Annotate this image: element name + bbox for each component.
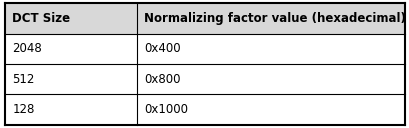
- Text: Normalizing factor value (hexadecimal): Normalizing factor value (hexadecimal): [144, 12, 405, 25]
- Text: 0x1000: 0x1000: [144, 103, 188, 116]
- Text: 2048: 2048: [12, 42, 42, 55]
- Text: DCT Size: DCT Size: [12, 12, 70, 25]
- Bar: [5, 34, 404, 64]
- Text: 0x400: 0x400: [144, 42, 180, 55]
- Bar: [5, 64, 404, 94]
- Text: 128: 128: [12, 103, 35, 116]
- Text: 0x800: 0x800: [144, 73, 180, 86]
- Text: 512: 512: [12, 73, 35, 86]
- Bar: [5, 3, 404, 34]
- Bar: [5, 94, 404, 125]
